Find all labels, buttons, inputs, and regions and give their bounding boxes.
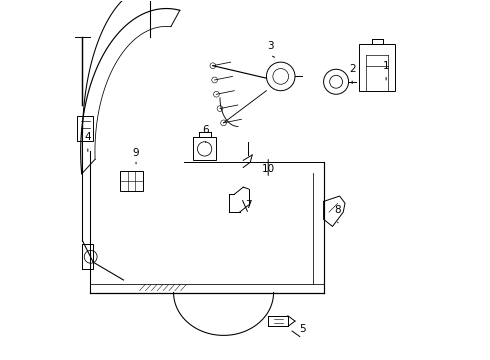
Text: 1: 1 xyxy=(383,61,390,71)
Text: 8: 8 xyxy=(335,205,341,215)
Text: 6: 6 xyxy=(202,125,209,135)
Text: 4: 4 xyxy=(84,132,91,142)
Text: 9: 9 xyxy=(133,148,139,158)
Text: 5: 5 xyxy=(299,324,305,334)
Text: 7: 7 xyxy=(245,200,252,210)
Text: 2: 2 xyxy=(349,64,355,74)
Text: 10: 10 xyxy=(262,164,275,174)
Text: 3: 3 xyxy=(267,41,273,51)
